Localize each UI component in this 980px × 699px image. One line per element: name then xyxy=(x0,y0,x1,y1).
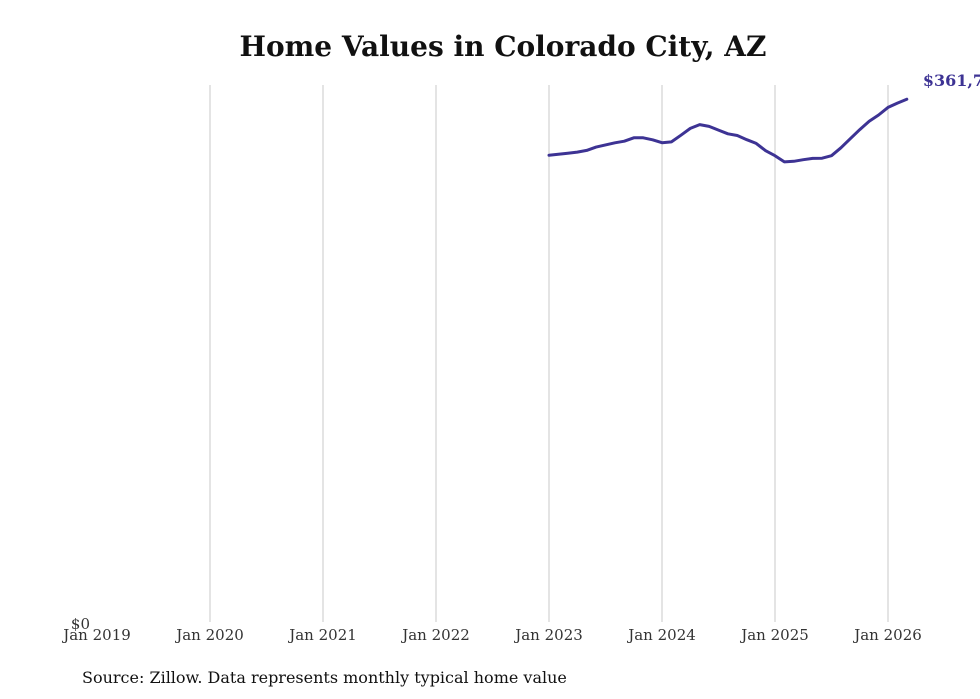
x-tick-label: Jan 2025 xyxy=(739,626,809,644)
chart-title: Home Values in Colorado City, AZ xyxy=(239,30,767,63)
end-value-label: $361,740 xyxy=(923,71,980,90)
source-note: Source: Zillow. Data represents monthly … xyxy=(82,668,567,687)
x-tick-label: Jan 2026 xyxy=(852,626,922,644)
x-tick-label: Jan 2021 xyxy=(287,626,357,644)
x-tick-label: Jan 2019 xyxy=(61,626,131,644)
x-tick-label: Jan 2022 xyxy=(400,626,470,644)
y-tick-label: $0 xyxy=(71,615,90,633)
x-tick-label: Jan 2020 xyxy=(174,626,244,644)
x-tick-label: Jan 2024 xyxy=(626,626,696,644)
x-tick-label: Jan 2023 xyxy=(513,626,583,644)
series-line xyxy=(547,97,909,164)
